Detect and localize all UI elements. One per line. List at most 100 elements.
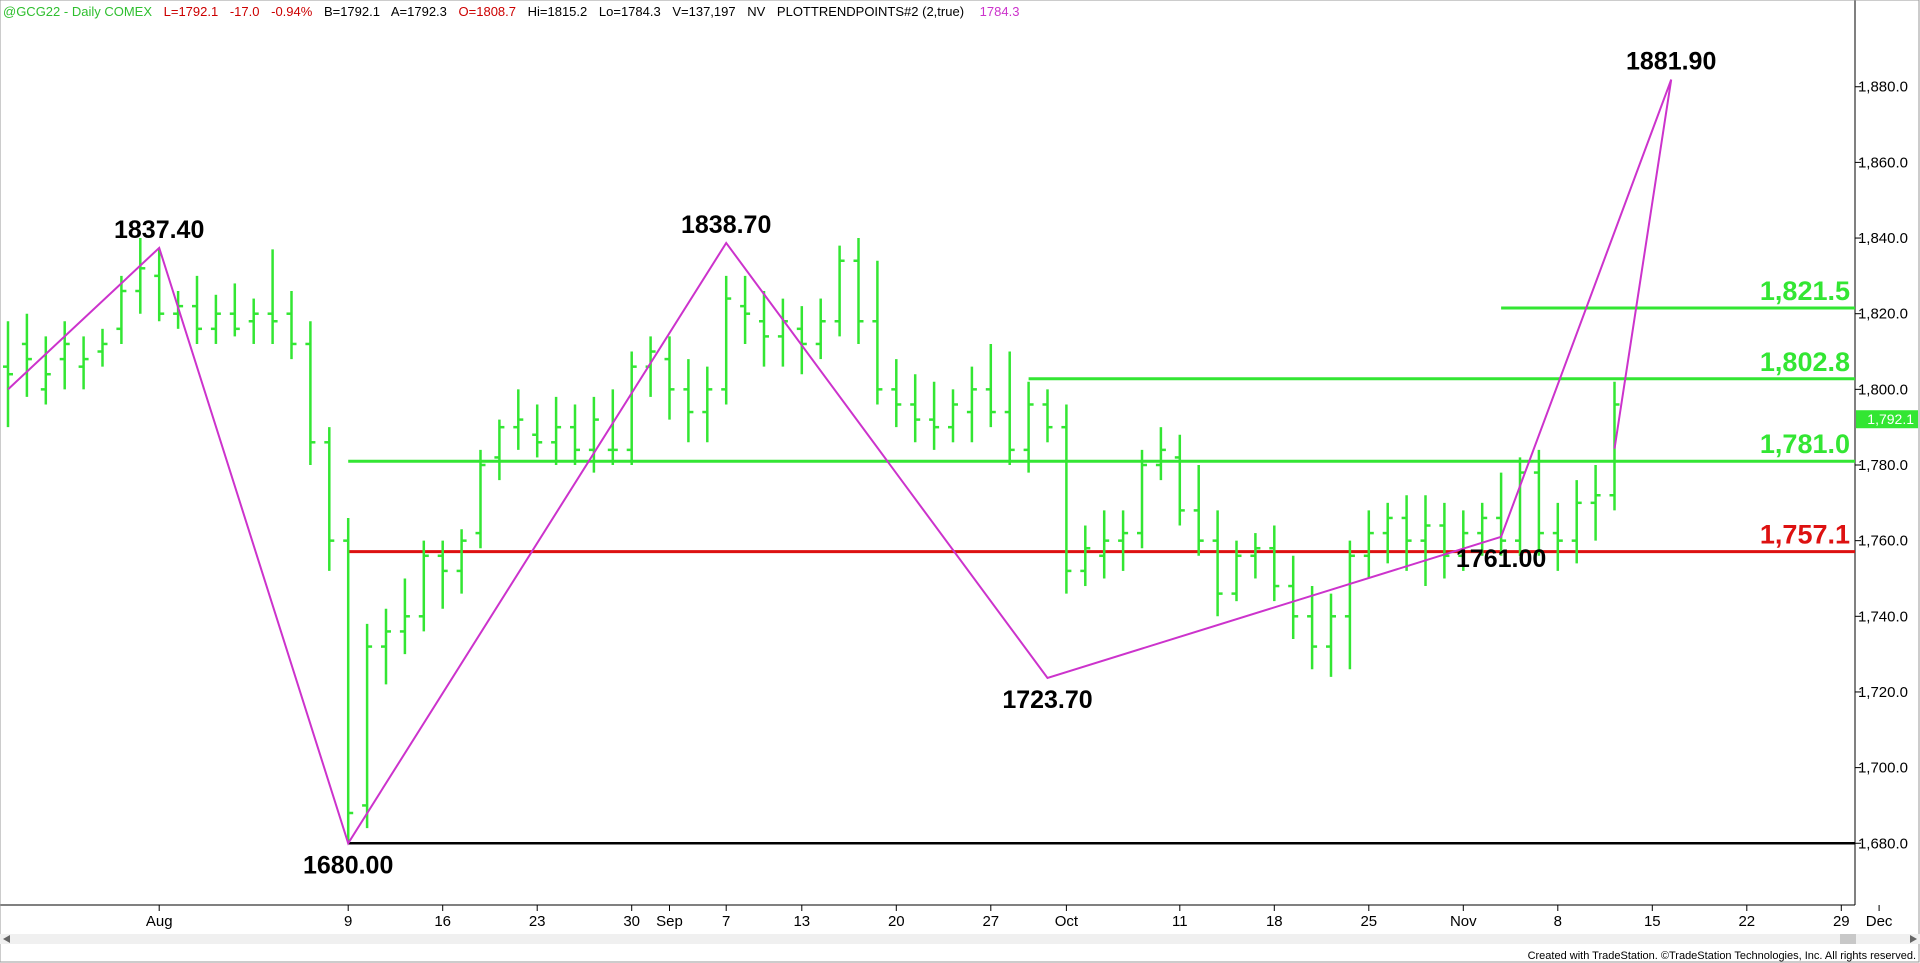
x-tick-label: 7: [722, 913, 730, 930]
y-tick-label: 1,740.0: [1858, 608, 1908, 625]
ohlc-bar-74: [1401, 495, 1412, 571]
ohlc-bar-12: [229, 283, 240, 337]
ohlc-bar-28: [532, 404, 543, 458]
ohlc-bar-17: [324, 427, 335, 571]
footer-credit: Created with TradeStation. ©TradeStation…: [1528, 950, 1916, 962]
ohlc-bar-26: [494, 419, 505, 481]
ohlc-bar-18: [343, 517, 354, 844]
ohlc-bar-44: [834, 245, 845, 337]
level-label-0: 1,821.5: [1760, 276, 1850, 306]
ohlc-bar-10: [192, 275, 202, 344]
y-tick-label: 1,840.0: [1858, 230, 1908, 247]
ohlc-bar-64: [1212, 510, 1223, 617]
y-tick-label: 1,680.0: [1858, 835, 1908, 852]
header-ask: A=1792.3: [391, 4, 447, 19]
level-label-3: 1,757.1: [1760, 520, 1850, 550]
ohlc-bar-3: [59, 321, 70, 390]
ohlc-bar-67: [1269, 525, 1280, 602]
level-label-2: 1,781.0: [1760, 429, 1850, 459]
ohlc-bar-25: [475, 449, 486, 549]
ohlc-bar-58: [1099, 510, 1110, 579]
ohlc-bar-31: [588, 396, 599, 473]
ohlc-bar-24: [456, 529, 467, 594]
x-tick-label: 11: [1172, 913, 1188, 930]
x-tick-label: 25: [1360, 913, 1377, 930]
ohlc-bar-82: [1552, 502, 1563, 571]
y-tick-label: 1,820.0: [1858, 306, 1908, 323]
ohlc-bar-54: [1023, 381, 1034, 473]
ohlc-bar-75: [1420, 495, 1431, 587]
ohlc-bar-60: [1137, 449, 1147, 549]
x-tick-label: Sep: [656, 913, 683, 930]
ohlc-bar-30: [570, 404, 580, 465]
y-axis: 1,680.0 1,700.0 1,720.0 1,740.0 1,760.0 1,780…: [1855, 79, 1918, 852]
labels-layer: 1837.40 1680.00 1838.70 1723.70 1761.00 1881.…: [114, 48, 1850, 880]
last-price-label: 1,792.1: [1867, 411, 1914, 427]
ohlc-bar-39: [740, 275, 751, 344]
header-last: L=1792.1: [164, 4, 219, 19]
ohlc-bar-13: [248, 298, 259, 344]
ohlc-bar-45: [853, 238, 864, 344]
header-high: Hi=1815.2: [528, 4, 588, 19]
level-label-1: 1,802.8: [1760, 347, 1850, 377]
x-tick-label: 20: [888, 913, 905, 930]
ohlc-bar-66: [1250, 533, 1261, 579]
ohlc-bar-53: [1004, 351, 1015, 465]
ohlc-bar-46: [872, 260, 883, 405]
levels-layer: [348, 306, 1855, 845]
trend-layer: [7, 79, 1673, 846]
ohlc-bar-29: [551, 396, 562, 465]
trend-swing-line: [7, 79, 1673, 846]
ohlc-bar-4: [78, 336, 89, 390]
header-open: O=1808.7: [459, 4, 516, 19]
header-indicator-value: 1784.3: [980, 4, 1020, 19]
pivot-label-0: 1837.40: [114, 216, 204, 244]
x-tick-label: 13: [793, 913, 810, 930]
ohlc-bar-81: [1533, 449, 1544, 556]
y-tick-label: 1,760.0: [1858, 533, 1908, 550]
ohlc-bar-73: [1382, 502, 1393, 564]
ohlc-bar-11: [210, 294, 221, 344]
ohlc-bar-76: [1439, 502, 1450, 579]
ohlc-bar-1: [21, 313, 32, 397]
ohlc-bar-19: [362, 623, 373, 829]
ohlc-bar-80: [1515, 457, 1525, 556]
x-tick-label: 22: [1738, 913, 1755, 930]
scroll-right-arrow-icon[interactable]: [1910, 935, 1917, 943]
ohlc-bar-7: [135, 238, 146, 314]
x-tick-label: 18: [1266, 913, 1283, 930]
ohlc-bar-52: [985, 343, 996, 428]
scrollbar-thumb[interactable]: [1840, 934, 1856, 944]
ohlc-bar-50: [948, 389, 958, 443]
ohlc-bar-38: [721, 275, 732, 405]
ohlc-bar-21: [399, 578, 410, 655]
x-tick-label: Nov: [1450, 913, 1477, 930]
ohlc-bar-59: [1118, 510, 1129, 571]
ohlc-bar-63: [1193, 465, 1204, 556]
scroll-left-arrow-icon[interactable]: [3, 935, 10, 943]
pivot-label-2: 1838.70: [681, 211, 771, 239]
ohlc-bar-43: [815, 298, 826, 360]
header-change-pct: -0.94%: [271, 4, 313, 19]
header-low: Lo=1784.3: [599, 4, 661, 19]
ohlc-bar-56: [1061, 404, 1072, 594]
ohlc-bar-62: [1174, 434, 1185, 526]
ohlc-bar-20: [381, 608, 391, 685]
x-tick-label: 15: [1644, 913, 1661, 930]
x-tick-label: 23: [529, 913, 546, 930]
ohlc-bar-36: [683, 359, 694, 443]
header-bid: B=1792.1: [324, 4, 380, 19]
ohlc-bar-14: [267, 249, 278, 344]
ohlc-bar-0: [3, 321, 13, 428]
horizontal-scrollbar[interactable]: [0, 934, 1920, 944]
x-tick-label: 29: [1833, 913, 1850, 930]
ohlc-bar-69: [1307, 586, 1318, 670]
ohlc-bar-34: [645, 336, 656, 397]
ohlc-bar-47: [891, 359, 902, 428]
x-tick-label: 9: [344, 913, 352, 930]
x-tick-label: Oct: [1055, 913, 1079, 930]
ohlc-bar-55: [1042, 389, 1053, 443]
ohlc-bar-6: [116, 275, 127, 344]
